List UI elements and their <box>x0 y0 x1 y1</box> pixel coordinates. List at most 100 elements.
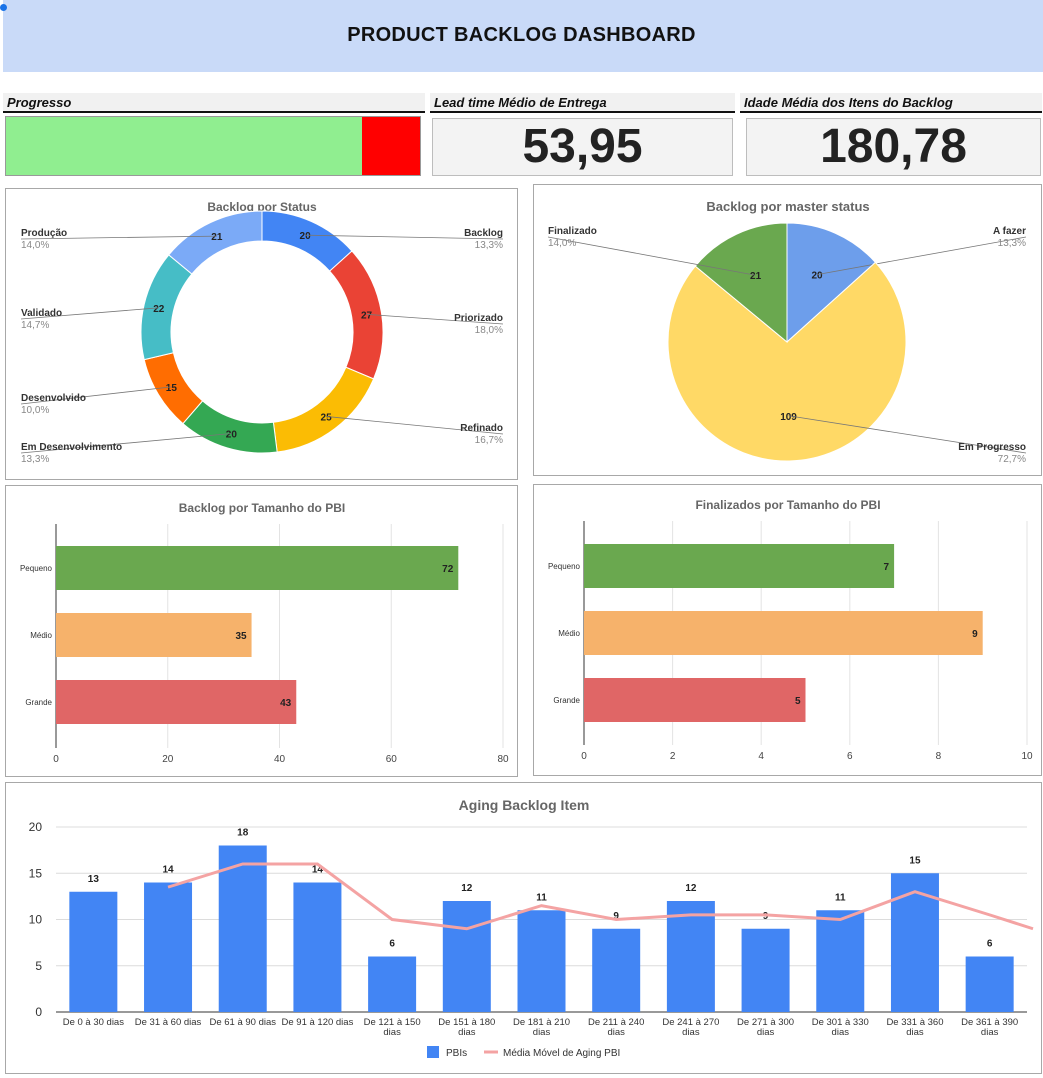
slice-value-label: 20 <box>226 429 238 440</box>
x-tick-label: 20 <box>162 754 174 765</box>
bar-value-label: 12 <box>461 883 473 894</box>
lead-time-value: 53,95 <box>432 118 733 176</box>
slice-name-label: Desenvolvido <box>21 393 86 404</box>
x-category-label: De 211 à 240 <box>588 1017 644 1028</box>
bar-5 <box>442 901 491 1012</box>
leader-line <box>326 416 504 435</box>
x-tick-label: 40 <box>274 754 286 765</box>
slice-name-label: Finalizado <box>548 226 597 237</box>
page-title: PRODUCT BACKLOG DASHBOARD <box>347 24 696 46</box>
bar-3 <box>293 882 342 1012</box>
x-category-label-cont: dias <box>757 1027 775 1038</box>
bar-7 <box>592 928 641 1012</box>
slice-percent-label: 18,0% <box>475 325 503 336</box>
slice-percent-label: 14,0% <box>548 238 576 249</box>
slice-name-label: Produção <box>21 228 67 239</box>
bar-1 <box>56 613 252 657</box>
slice-1 <box>667 261 907 462</box>
size-chart-panel: Backlog por Tamanho do PBI 0 20 40 60 80 72 Peq… <box>5 485 518 777</box>
x-tick-label: 10 <box>1021 751 1033 762</box>
bar-0 <box>69 891 118 1012</box>
slice-percent-label: 14,0% <box>21 240 49 251</box>
slice-3 <box>182 400 278 454</box>
bar-value-label: 5 <box>795 696 801 707</box>
bar-value-label: 11 <box>536 892 547 903</box>
slice-value-label: 15 <box>166 383 178 394</box>
slice-value-label: 20 <box>811 271 823 282</box>
slice-2 <box>272 366 375 453</box>
chart-title: Finalizados por Tamanho do PBI <box>695 498 880 512</box>
x-category-label-cont: dias <box>832 1027 850 1038</box>
selection-handle-icon <box>0 4 7 11</box>
master-status-chart-panel: Backlog por master status 20 A fazer 13,3% 1… <box>533 184 1042 476</box>
y-tick-label: 20 <box>29 820 43 834</box>
slice-value-label: 109 <box>780 412 797 423</box>
slice-percent-label: 13,3% <box>998 238 1026 249</box>
bar-12 <box>965 956 1014 1012</box>
status-chart-panel: Backlog por Status 20 Backlog 13,3% 27 Priori… <box>5 188 518 480</box>
x-category-label-cont: dias <box>906 1027 924 1038</box>
x-category-label-cont: dias <box>981 1027 999 1038</box>
bar-value-label: 15 <box>909 855 921 866</box>
x-category-label-cont: dias <box>533 1027 551 1038</box>
bar-2 <box>218 845 267 1012</box>
x-tick-label: 2 <box>670 751 676 762</box>
bar-9 <box>741 928 790 1012</box>
y-tick-label: 0 <box>35 1005 42 1019</box>
legend-swatch-pbis <box>427 1046 439 1058</box>
slice-percent-label: 13,3% <box>475 240 503 251</box>
progress-done-fill <box>6 117 363 175</box>
x-tick-label: 8 <box>936 751 942 762</box>
bar-value-label: 12 <box>685 883 697 894</box>
chart-title: Backlog por master status <box>706 199 869 214</box>
y-category-label: Pequeno <box>548 562 581 571</box>
bar-10 <box>816 910 865 1012</box>
y-category-label: Pequeno <box>20 564 53 573</box>
age-value: 180,78 <box>746 118 1041 176</box>
bar-value-label: 9 <box>613 911 619 922</box>
x-category-label: De 181 à 210 <box>513 1017 570 1028</box>
slice-0 <box>786 222 877 344</box>
x-tick-label: 60 <box>386 754 398 765</box>
slice-value-label: 22 <box>153 304 165 315</box>
bar-value-label: 6 <box>389 939 395 950</box>
x-category-label: De 91 à 120 dias <box>282 1017 354 1028</box>
bar-4 <box>368 956 417 1012</box>
slice-value-label: 21 <box>211 232 223 243</box>
x-category-label: De 271 à 300 <box>737 1017 794 1028</box>
x-category-label-cont: dias <box>607 1027 625 1038</box>
y-category-label: Médio <box>30 631 52 640</box>
x-category-label: De 121 à 150 <box>364 1017 421 1028</box>
y-tick-label: 10 <box>29 913 43 927</box>
slice-percent-label: 16,7% <box>475 435 503 446</box>
bar-value-label: 14 <box>162 865 174 876</box>
leader-line <box>366 313 504 325</box>
slice-5 <box>140 254 193 361</box>
bar-value-label: 6 <box>987 939 993 950</box>
slice-percent-label: 14,7% <box>21 320 49 331</box>
x-tick-label: 4 <box>758 751 764 762</box>
y-category-label: Grande <box>553 696 580 705</box>
slice-value-label: 27 <box>361 310 373 321</box>
slice-name-label: Em Desenvolvimento <box>21 442 122 453</box>
slice-name-label: A fazer <box>993 226 1026 237</box>
progress-remaining-fill <box>362 117 420 175</box>
slice-value-label: 25 <box>321 412 333 423</box>
leader-line <box>547 236 756 276</box>
slice-value-label: 21 <box>750 271 762 282</box>
bar-value-label: 9 <box>972 629 978 640</box>
leader-line <box>20 235 217 240</box>
legend-label-moving-average: Média Móvel de Aging PBI <box>503 1048 620 1059</box>
y-tick-label: 5 <box>35 959 42 973</box>
bar-1 <box>584 611 983 655</box>
slice-6 <box>168 210 263 275</box>
lead-time-label: Lead time Médio de Entrega <box>430 93 735 113</box>
y-category-label: Médio <box>558 629 580 638</box>
x-category-label: De 31 à 60 dias <box>135 1017 202 1028</box>
bar-value-label: 11 <box>835 892 846 903</box>
chart-title: Aging Backlog Item <box>459 797 590 813</box>
slice-name-label: Backlog <box>464 228 503 239</box>
leader-line <box>20 307 159 320</box>
x-category-label: De 301 à 330 <box>812 1017 869 1028</box>
